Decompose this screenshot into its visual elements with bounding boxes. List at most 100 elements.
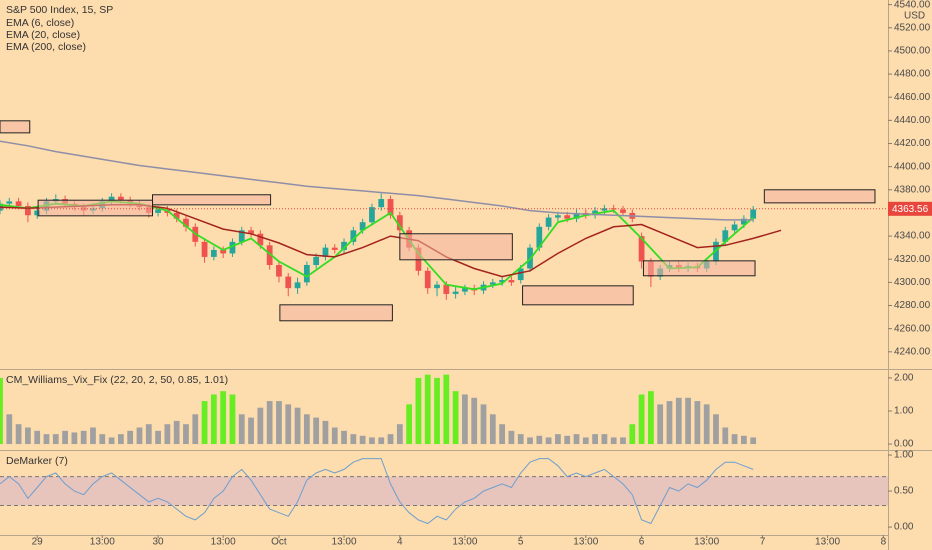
vix-bar [90, 427, 96, 445]
vix-bar [564, 435, 571, 445]
candle-body [731, 224, 738, 231]
vix-bar [387, 434, 394, 445]
vix-bar [452, 391, 459, 445]
vix-bar [573, 434, 580, 445]
vix-bar [15, 424, 22, 445]
x-tick-label: 7 [760, 537, 766, 548]
x-tick-label: 13:00 [452, 537, 477, 548]
vix-bar [424, 374, 431, 445]
vix-bar [406, 404, 413, 445]
vix-bar [629, 424, 636, 445]
vix-bar [666, 401, 673, 445]
candle-body [108, 196, 115, 202]
vix-bar [34, 430, 41, 445]
candle-body [536, 226, 543, 248]
x-tick-label: 8 [881, 537, 887, 548]
y-tick-label: 4240.00 [894, 346, 931, 357]
candle-body [201, 241, 208, 257]
candle-body [155, 209, 161, 213]
candle-body [396, 215, 403, 231]
candle-body [620, 209, 626, 213]
candle-body [350, 230, 357, 242]
vix-bar [229, 394, 236, 445]
x-tick-label: 4 [397, 537, 403, 548]
vix-bar [183, 424, 189, 445]
candle-body [117, 196, 124, 201]
candle-body [424, 270, 431, 289]
candle-body [545, 217, 552, 227]
y-tick-label: 4480.00 [894, 69, 931, 80]
y-tick-label: 0.00 [894, 439, 914, 450]
y-tick-label: 4420.00 [894, 138, 931, 149]
x-tick-label: 13:00 [573, 537, 598, 548]
vix-bar [582, 437, 589, 445]
ema-line [0, 140, 754, 221]
x-tick-label: 13:00 [815, 537, 840, 548]
vix-bar [322, 420, 329, 445]
candle-body [25, 205, 31, 216]
y-tick-label: 0.00 [894, 522, 914, 533]
zone-box [763, 189, 876, 204]
candle-body [248, 230, 254, 234]
vix-bar [62, 430, 68, 445]
vix-bar [0, 377, 3, 445]
vix-bar [294, 407, 301, 445]
zone-box [0, 120, 31, 134]
vix-bar [155, 430, 161, 445]
vix-bar [201, 401, 208, 445]
vix-bar [80, 430, 87, 445]
vix-bar [136, 427, 143, 445]
x-tick-label: 6 [639, 537, 645, 548]
y-tick-label: 4500.00 [894, 46, 931, 57]
y-tick-label: 2.00 [894, 373, 914, 384]
demarker-title: DeMarker (7) [6, 455, 68, 467]
vix-bar [545, 437, 552, 445]
candle-body [517, 268, 524, 281]
candle-body [341, 241, 347, 250]
vix-bar [6, 414, 13, 445]
y-tick-label: 4280.00 [894, 300, 931, 311]
currency: USD [904, 11, 925, 22]
candle-body [322, 247, 329, 257]
vix-bar [220, 391, 227, 445]
candle-body [555, 215, 561, 218]
vix-bar [350, 434, 357, 445]
y-tick-label: 4380.00 [894, 184, 931, 195]
candle-body [294, 282, 301, 289]
candle-body [276, 265, 282, 277]
candle-body [378, 199, 385, 208]
vix-bar [276, 401, 282, 445]
candle-body [183, 218, 189, 227]
vix-bar [369, 437, 375, 445]
vix-bar [527, 437, 533, 445]
vix-bar [750, 437, 757, 445]
vix-bar [648, 391, 654, 445]
pane-2 [0, 458, 888, 525]
vix-bar [517, 434, 524, 445]
vix-bar [740, 435, 747, 445]
vix-bar [675, 397, 682, 445]
candle-body [229, 241, 236, 254]
vix-bar [713, 414, 719, 445]
vix-bar [145, 424, 152, 445]
vix-bar [508, 430, 515, 445]
band [0, 476, 888, 506]
vix-title: CM_Williams_Vix_Fix (22, 20, 2, 50, 0.85… [6, 374, 228, 386]
vix-bar [555, 434, 561, 445]
vix-bar [462, 394, 468, 445]
vix-bar [638, 394, 645, 445]
x-tick-label: 13:00 [694, 537, 719, 548]
vix-bar [71, 432, 78, 445]
vix-bar [192, 414, 199, 445]
x-tick-label: 30 [153, 537, 165, 548]
pane-1 [0, 374, 757, 445]
y-tick-label: 4300.00 [894, 277, 931, 288]
vix-bar [285, 404, 292, 445]
candle-body [443, 284, 450, 294]
candle-body [387, 199, 394, 216]
vix-bar [480, 404, 487, 445]
candle-body [266, 245, 273, 266]
vix-bar [266, 401, 273, 445]
x-tick-label: 13:00 [332, 537, 357, 548]
candle-body [722, 230, 729, 242]
